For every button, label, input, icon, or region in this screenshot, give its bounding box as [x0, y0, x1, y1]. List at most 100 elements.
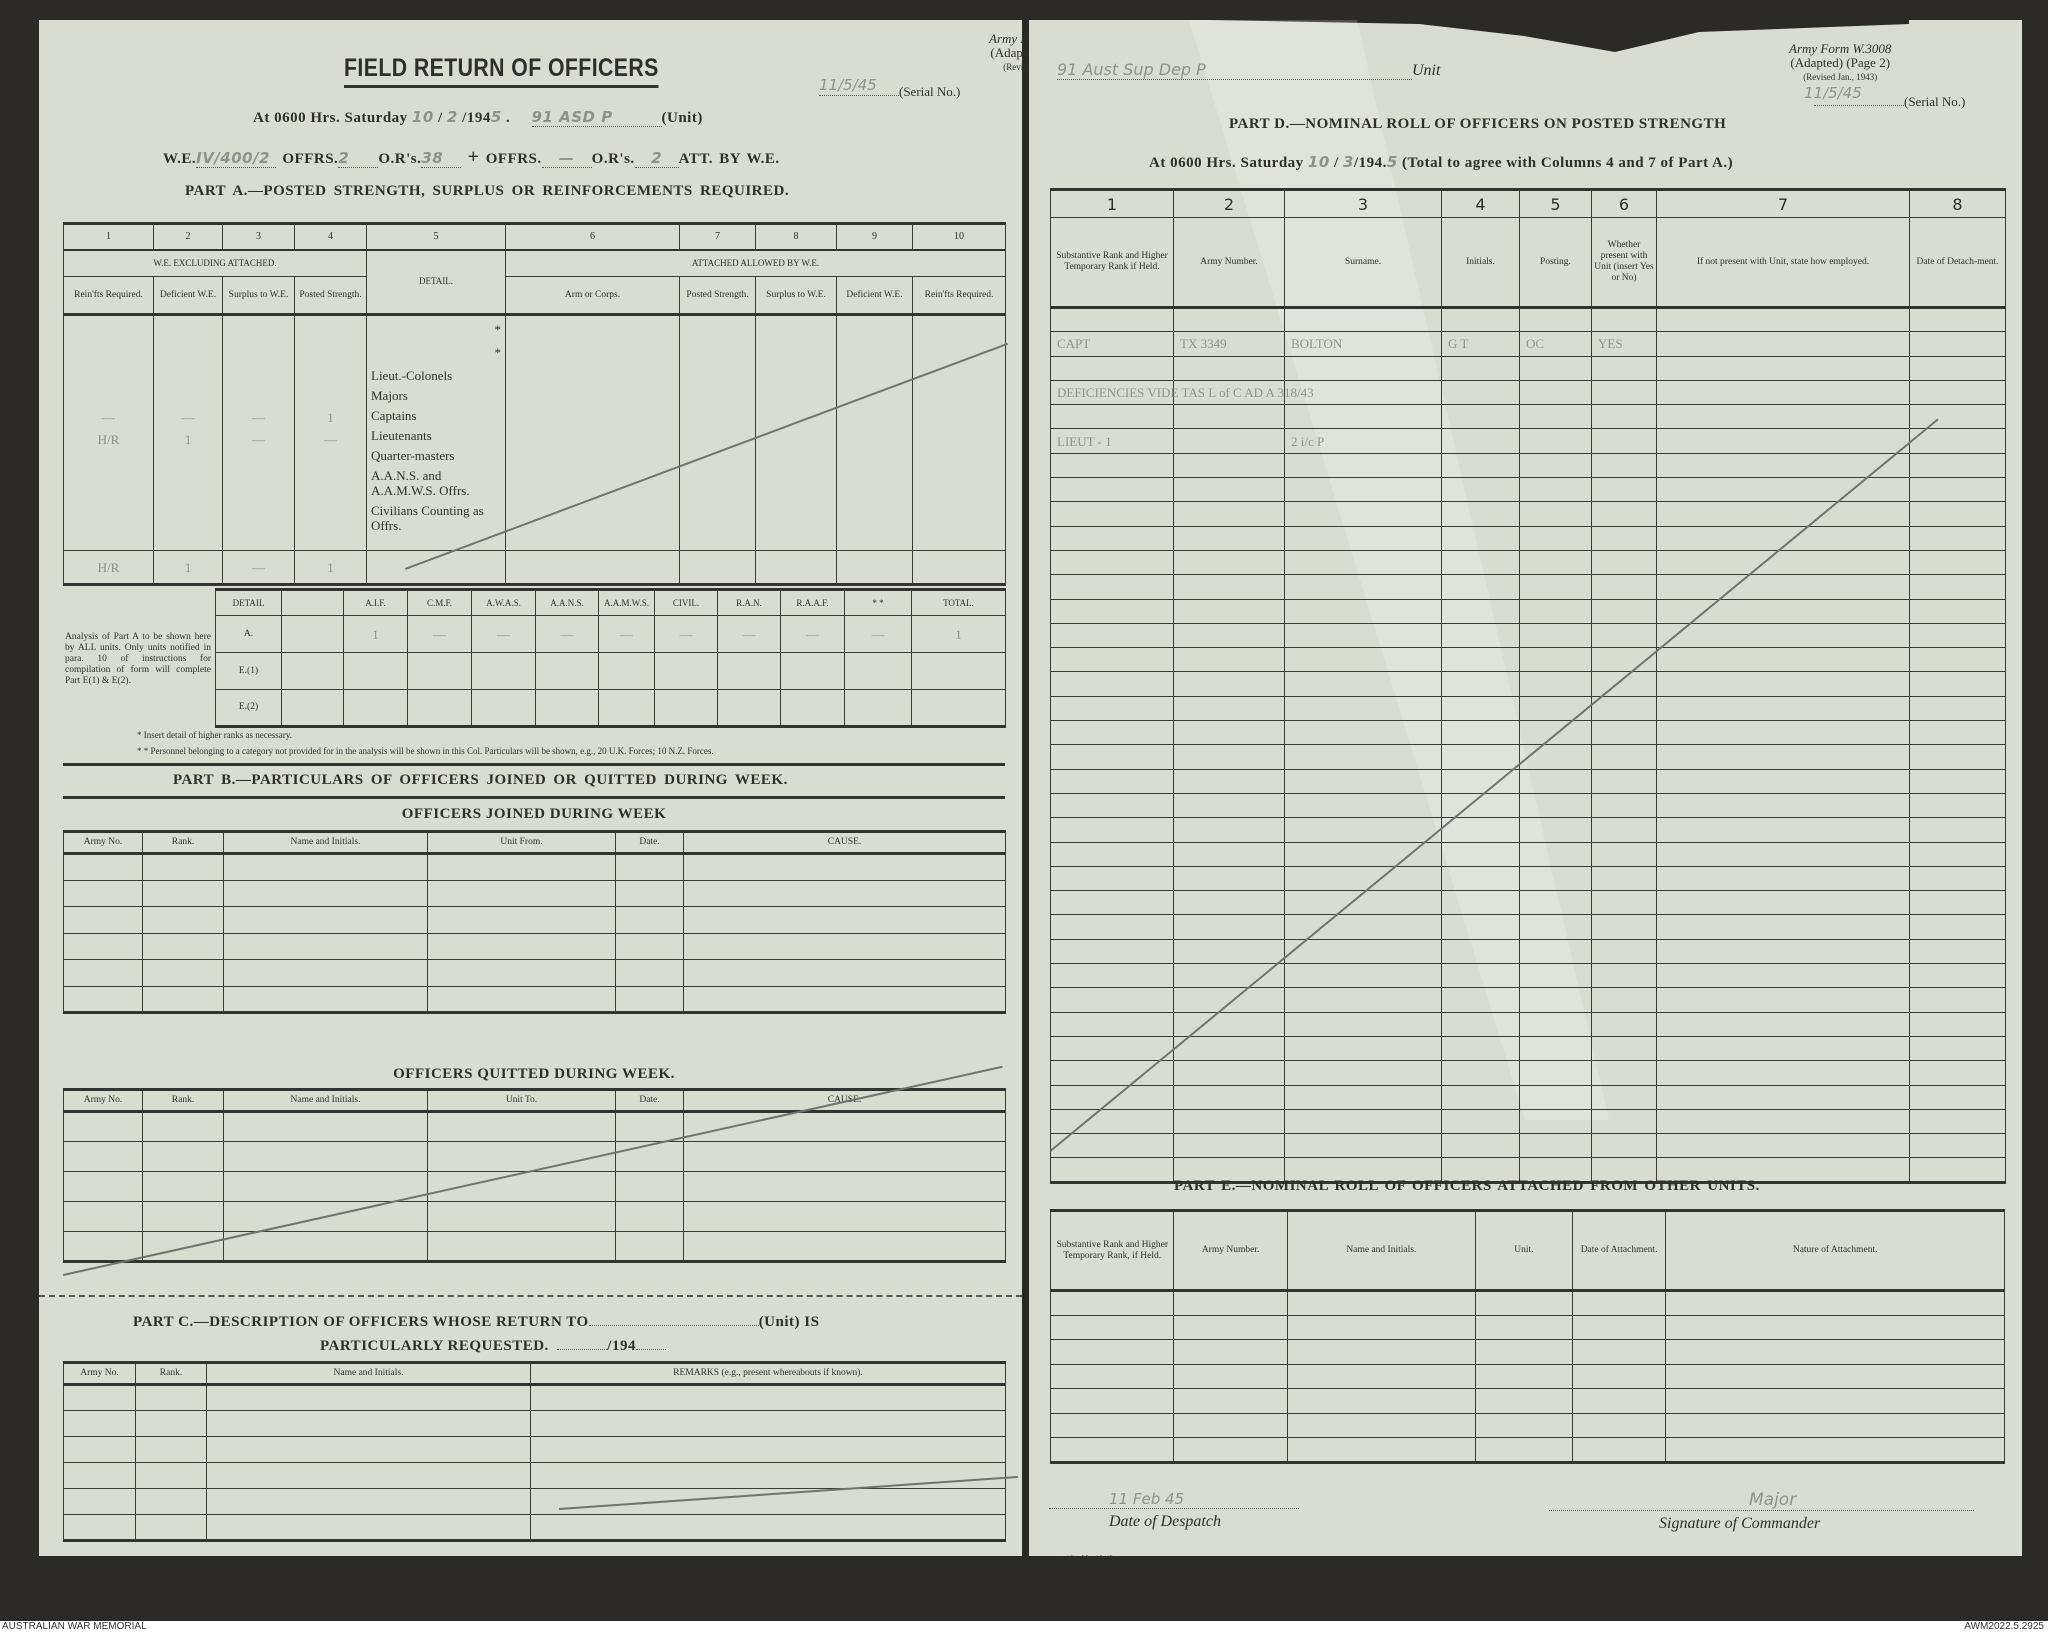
table-cell[interactable] — [1909, 1084, 2006, 1110]
table-cell[interactable] — [135, 1462, 207, 1489]
table-cell[interactable] — [1665, 1412, 2005, 1438]
table-cell[interactable] — [1591, 525, 1657, 551]
table-cell[interactable] — [1286, 1339, 1477, 1365]
arm-corps-cell[interactable] — [505, 314, 680, 551]
table-cell[interactable] — [1286, 1363, 1477, 1389]
table-cell[interactable] — [1591, 598, 1657, 624]
table-cell[interactable] — [1591, 549, 1657, 576]
table-cell[interactable] — [1909, 865, 2006, 892]
table-cell[interactable] — [1519, 890, 1592, 916]
table-cell[interactable] — [1441, 938, 1520, 965]
table-cell[interactable] — [1050, 404, 1174, 430]
table-cell[interactable] — [1665, 1437, 2005, 1464]
table-cell[interactable] — [683, 906, 1006, 934]
table-cell[interactable] — [615, 1141, 684, 1172]
table-cell[interactable] — [1441, 841, 1520, 867]
table-cell[interactable] — [1909, 1011, 2006, 1037]
table-cell[interactable] — [1173, 1388, 1288, 1414]
table-cell[interactable] — [1519, 379, 1592, 406]
table-cell[interactable] — [1284, 792, 1442, 819]
table-cell[interactable] — [1441, 622, 1520, 649]
table-cell[interactable] — [1173, 695, 1285, 722]
table-cell[interactable] — [1519, 525, 1592, 551]
table-cell[interactable] — [1909, 768, 2006, 794]
table-cell[interactable] — [1475, 1388, 1573, 1414]
table-cell[interactable] — [142, 906, 224, 934]
table-cell[interactable] — [1656, 355, 1910, 381]
table-cell[interactable] — [1591, 914, 1657, 940]
table-cell[interactable] — [1173, 744, 1285, 770]
table-cell[interactable] — [1656, 622, 1910, 649]
table-cell[interactable] — [1173, 720, 1285, 746]
table-cell[interactable] — [1284, 1133, 1442, 1159]
analysis-cell[interactable] — [281, 652, 344, 690]
table-cell[interactable] — [1050, 525, 1174, 551]
table-cell[interactable] — [1050, 792, 1174, 819]
table-cell[interactable] — [1909, 938, 2006, 965]
table-cell[interactable] — [1519, 1084, 1592, 1110]
table-cell[interactable]: OC — [1519, 331, 1592, 357]
table-cell[interactable] — [1284, 355, 1442, 381]
table-cell[interactable] — [1173, 792, 1285, 819]
analysis-cell[interactable] — [598, 689, 655, 727]
table-cell[interactable]: LIEUT - 1 — [1050, 428, 1174, 454]
analysis-cell[interactable] — [717, 689, 781, 727]
table-cell[interactable] — [1519, 963, 1592, 989]
table-cell[interactable] — [1591, 768, 1657, 794]
table-cell[interactable] — [1173, 1157, 1285, 1184]
table-cell[interactable] — [1050, 1011, 1174, 1037]
table-cell[interactable] — [683, 1231, 1006, 1263]
table-cell[interactable] — [1441, 744, 1520, 770]
table-cell[interactable] — [1591, 890, 1657, 916]
table-cell[interactable] — [615, 879, 684, 907]
table-cell[interactable] — [63, 985, 143, 1014]
table-cell[interactable] — [1050, 501, 1174, 527]
table-cell[interactable] — [1475, 1290, 1573, 1316]
table-cell[interactable] — [1519, 938, 1592, 965]
table-cell[interactable] — [1173, 622, 1285, 649]
table-cell[interactable] — [1284, 598, 1442, 624]
table-cell[interactable] — [1519, 792, 1592, 819]
table-cell[interactable] — [427, 932, 616, 960]
table-cell[interactable] — [1050, 598, 1174, 624]
table-cell[interactable] — [63, 959, 143, 987]
table-cell[interactable] — [1441, 963, 1520, 989]
total-cell[interactable] — [679, 550, 756, 585]
table-cell[interactable] — [1591, 404, 1657, 430]
table-cell[interactable] — [683, 985, 1006, 1014]
table-cell[interactable] — [1519, 865, 1592, 892]
analysis-cell[interactable]: — — [654, 615, 718, 653]
table-cell[interactable] — [1656, 1157, 1910, 1184]
table-cell[interactable] — [683, 853, 1006, 881]
analysis-cell[interactable] — [717, 652, 781, 690]
table-cell[interactable] — [1050, 817, 1174, 843]
table-cell[interactable] — [1519, 744, 1592, 770]
despatch-date-value[interactable]: 11 Feb 45 — [1049, 1490, 1299, 1509]
table-cell[interactable] — [1656, 306, 1910, 333]
table-cell[interactable] — [1441, 404, 1520, 430]
table-cell[interactable] — [1519, 695, 1592, 722]
analysis-cell[interactable] — [281, 689, 344, 727]
table-cell[interactable] — [1909, 647, 2006, 673]
table-cell[interactable] — [1284, 768, 1442, 794]
table-cell[interactable] — [1173, 647, 1285, 673]
table-cell[interactable] — [1519, 428, 1592, 454]
table-cell[interactable] — [1050, 1035, 1174, 1062]
table-cell[interactable] — [1571, 1290, 1667, 1316]
table-cell[interactable] — [1656, 1011, 1910, 1037]
table-cell[interactable] — [1519, 501, 1592, 527]
analysis-cell[interactable] — [911, 689, 1006, 727]
table-cell[interactable] — [142, 853, 224, 881]
table-cell[interactable] — [1284, 549, 1442, 576]
table-cell[interactable] — [1909, 501, 2006, 527]
table-cell[interactable] — [63, 1141, 143, 1172]
table-cell[interactable] — [1284, 477, 1442, 503]
table-cell[interactable] — [1909, 963, 2006, 989]
table-cell[interactable] — [1173, 1363, 1288, 1389]
col4-cell[interactable]: 1— — [294, 314, 367, 551]
table-cell[interactable] — [1049, 1339, 1175, 1365]
table-cell[interactable] — [427, 1201, 616, 1232]
table-cell[interactable] — [1441, 428, 1520, 454]
table-cell[interactable] — [1909, 695, 2006, 722]
table-cell[interactable] — [63, 1436, 136, 1463]
